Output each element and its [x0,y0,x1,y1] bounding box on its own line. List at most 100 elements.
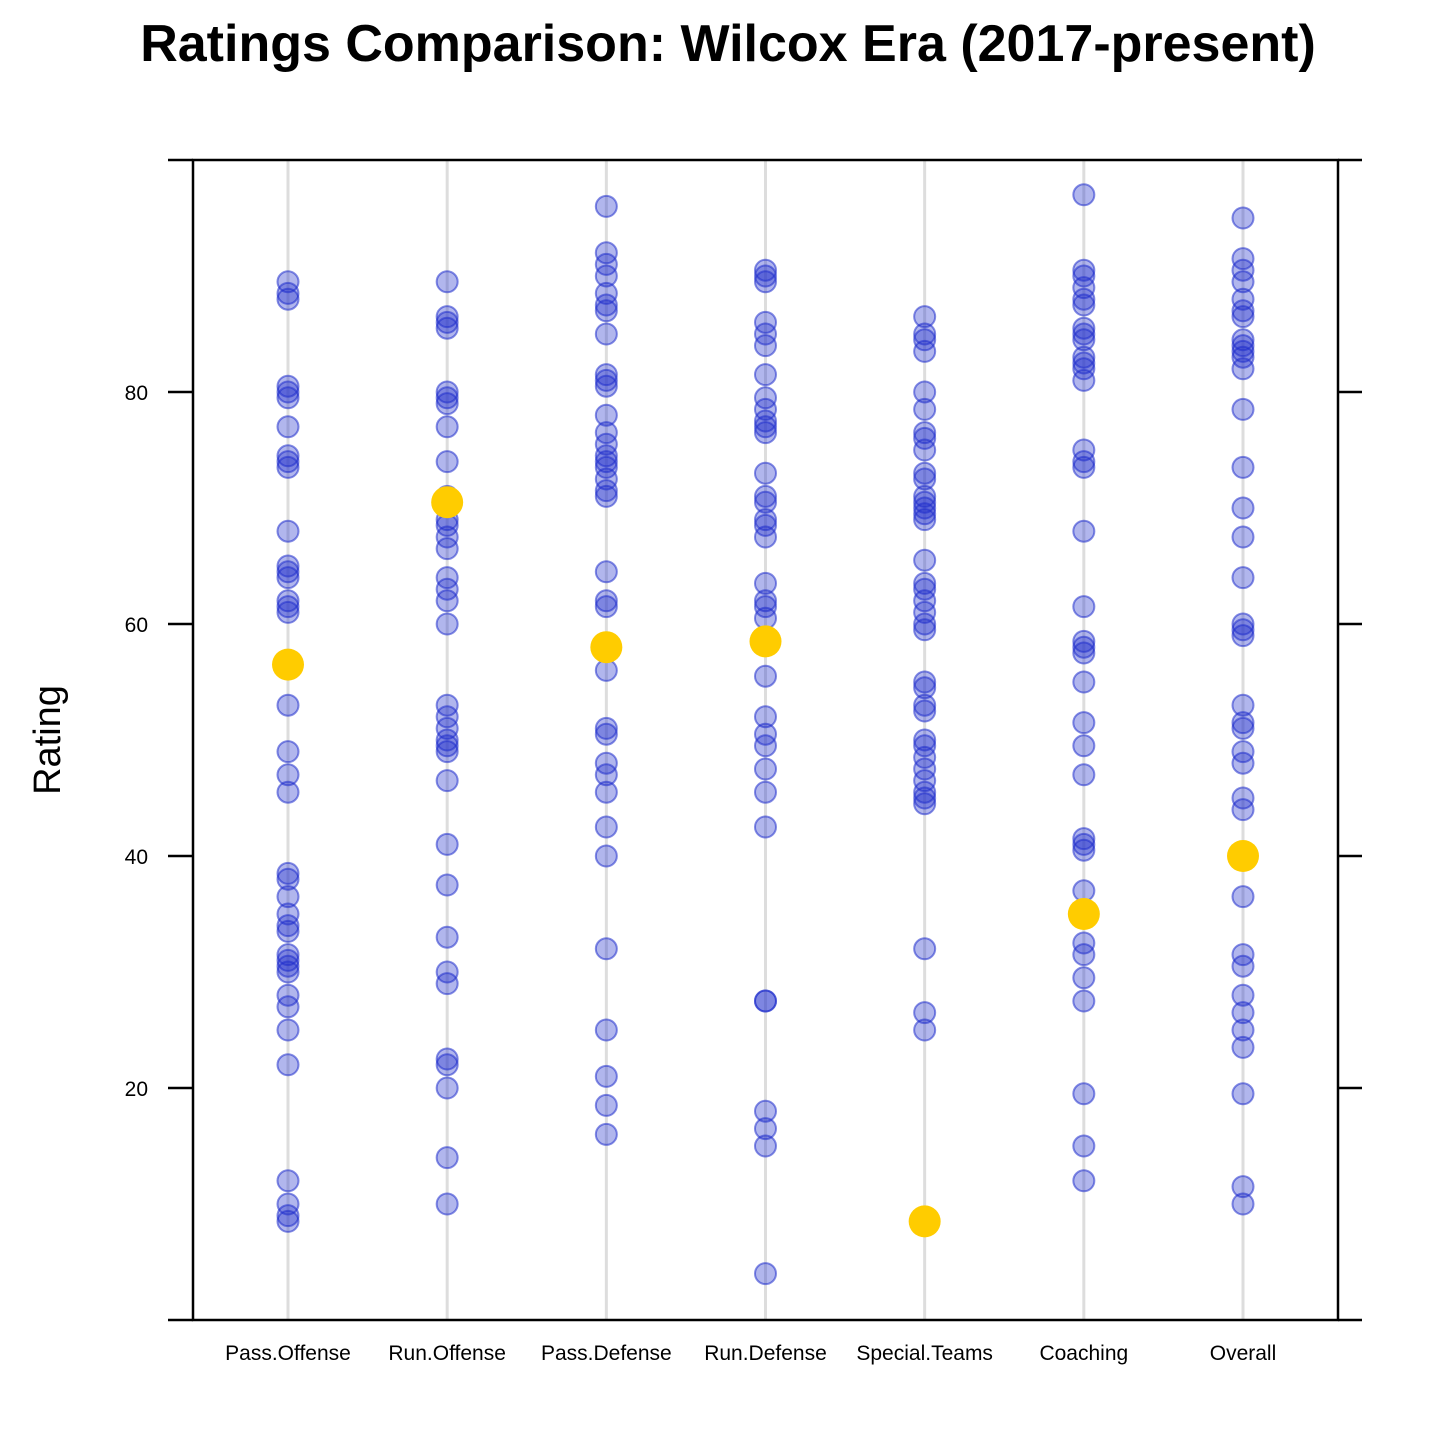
point-run-defense-4 [754,322,777,346]
point-pass-defense-17 [594,467,618,491]
point-run-offense-25 [435,832,459,856]
point-run-defense-2 [754,270,777,294]
point-special-teams-10 [913,467,937,491]
point-pass-offense-15 [276,595,300,619]
grid-layer [286,160,1245,1320]
point-special-teams-6 [913,421,937,445]
point-special-teams-26 [913,699,937,723]
point-overall-18 [1231,618,1255,642]
point-pass-offense-28 [276,948,300,972]
point-run-offense-14 [435,566,459,590]
point-coaching-6 [1072,316,1096,340]
point-special-teams-37 [913,1018,937,1042]
point-overall-1 [1231,247,1255,271]
point-run-defense-15 [754,508,777,532]
highlight-point-pass-defense [590,631,623,664]
point-coaching-34 [1072,1134,1096,1158]
point-special-teams-24 [913,676,937,700]
point-overall-2 [1231,258,1255,282]
point-coaching-24 [1072,763,1096,787]
category-label-run-offense: Run.Offense [388,1342,506,1365]
point-overall-19 [1231,624,1255,648]
point-run-defense-1 [754,264,777,288]
point-pass-offense-31 [276,983,300,1007]
point-run-defense-14 [754,490,777,514]
point-pass-offense-26 [276,919,300,943]
point-pass-defense-25 [594,722,618,746]
point-pass-defense-15 [594,450,618,474]
point-special-teams-30 [913,757,937,781]
point-overall-14 [1231,496,1255,520]
point-run-defense-31 [754,1099,777,1123]
point-coaching-16 [1072,519,1096,543]
point-coaching-30 [1072,943,1096,967]
point-overall-0 [1231,206,1255,230]
point-pass-defense-9 [594,368,618,392]
point-run-defense-25 [754,734,777,758]
point-pass-defense-11 [594,403,618,427]
category-label-special-teams: Special.Teams [856,1342,993,1365]
point-overall-4 [1231,287,1255,311]
point-special-teams-1 [913,322,937,346]
point-pass-offense-0 [276,270,300,294]
point-run-defense-33 [754,1134,777,1158]
point-run-defense-0 [754,258,777,282]
point-run-defense-30 [754,989,777,1013]
point-pass-offense-4 [276,386,300,410]
point-pass-offense-13 [276,566,300,590]
point-pass-defense-5 [594,293,618,317]
point-pass-defense-4 [594,281,618,305]
point-coaching-20 [1072,641,1096,665]
point-special-teams-4 [913,380,937,404]
point-pass-offense-35 [276,1169,300,1193]
point-overall-13 [1231,455,1255,479]
point-overall-36 [1231,1192,1255,1216]
point-overall-24 [1231,751,1255,775]
point-special-teams-17 [913,571,937,595]
point-run-defense-17 [754,525,777,549]
point-run-defense-5 [754,334,777,358]
point-run-defense-34 [754,1262,777,1286]
point-coaching-31 [1072,966,1096,990]
point-special-teams-31 [913,769,937,793]
point-run-offense-4 [435,380,459,404]
point-run-defense-22 [754,664,777,688]
point-overall-12 [1231,397,1255,421]
point-pass-defense-27 [594,763,618,787]
point-pass-offense-27 [276,943,300,967]
chart-title: Ratings Comparison: Wilcox Era (2017-pre… [140,15,1316,73]
point-pass-offense-17 [276,693,300,717]
point-coaching-7 [1072,322,1096,346]
highlight-point-coaching [1067,898,1100,930]
point-pass-defense-24 [594,716,618,740]
point-special-teams-11 [913,484,937,508]
point-pass-offense-33 [276,1018,300,1042]
point-run-defense-32 [754,1117,777,1141]
category-label-run-defense: Run.Defense [704,1342,827,1365]
point-special-teams-5 [913,397,937,421]
ytick-label-60: 60 [125,614,148,637]
category-label-pass-offense: Pass.Offense [225,1342,351,1365]
point-run-defense-11 [754,421,777,445]
point-pass-offense-9 [276,455,300,479]
point-run-offense-23 [435,740,459,764]
point-run-offense-33 [435,1146,459,1170]
point-overall-22 [1231,716,1255,740]
point-overall-29 [1231,954,1255,978]
point-special-teams-25 [913,693,937,717]
point-special-teams-33 [913,786,937,810]
point-coaching-32 [1072,989,1096,1013]
point-run-offense-20 [435,716,459,740]
point-overall-3 [1231,270,1255,294]
point-pass-defense-14 [594,444,618,468]
point-special-teams-12 [913,490,937,514]
point-run-defense-19 [754,589,777,613]
point-run-defense-27 [754,780,777,804]
point-coaching-29 [1072,931,1096,955]
point-run-offense-19 [435,705,459,729]
point-overall-16 [1231,566,1255,590]
highlight-point-pass-offense [272,648,304,681]
point-pass-offense-11 [276,554,300,578]
point-coaching-26 [1072,832,1096,856]
